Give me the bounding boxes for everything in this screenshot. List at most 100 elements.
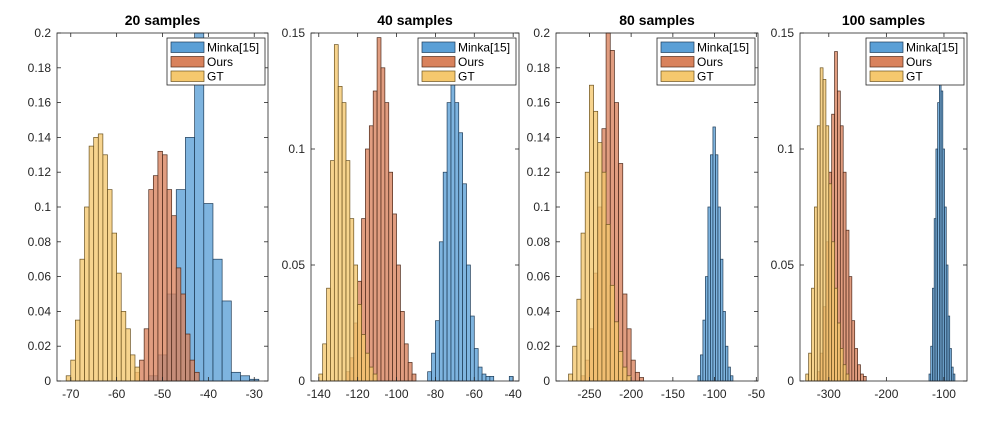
histogram-bar (411, 373, 417, 382)
histogram-bar (388, 171, 394, 382)
histogram-bar (454, 102, 460, 382)
legend-label: Ours (906, 55, 932, 69)
histogram-bar (435, 320, 440, 382)
axes-box (310, 32, 520, 382)
histogram-bar (221, 300, 232, 382)
histogram-bar (842, 171, 847, 382)
histogram-bar (130, 354, 136, 382)
histogram-bar (407, 362, 413, 382)
x-tick-label: -300 (817, 387, 841, 401)
histogram-bar (470, 315, 475, 382)
histogram-bar (702, 319, 706, 382)
histogram-bar (93, 137, 99, 382)
x-tick-label: -50 (154, 387, 172, 401)
histogram-bar (700, 354, 704, 382)
x-tick-label: -50 (748, 387, 766, 401)
histogram-bar (189, 359, 195, 382)
x-tick-label: -80 (427, 387, 445, 401)
legend-label: GT (458, 70, 475, 84)
histogram-bar (400, 311, 405, 382)
histogram-bar (148, 189, 154, 382)
y-tick-label: 0.08 (527, 235, 551, 249)
x-tick-label: -100 (385, 387, 409, 401)
histogram-bar (626, 375, 632, 382)
legend-swatch (170, 70, 205, 82)
y-tick-label: 0.16 (527, 96, 551, 110)
histogram-bar (230, 371, 241, 382)
histogram-bar (97, 133, 104, 382)
histogram-bar (618, 351, 624, 382)
histogram-bar (368, 125, 374, 382)
histogram-bar (212, 258, 223, 382)
histogram-bar (845, 229, 850, 382)
histogram-bar (365, 148, 370, 382)
histogram-bar (139, 359, 145, 382)
x-tick-label: -120 (346, 387, 370, 401)
histogram-bar (508, 376, 514, 382)
legend-label: GT (906, 70, 923, 84)
chart-title: 40 samples (377, 12, 453, 28)
histogram-bar (715, 154, 719, 382)
y-tick-label: 0 (787, 374, 794, 388)
x-tick-label: -60 (466, 387, 484, 401)
histogram-bar (84, 206, 90, 382)
histogram-bar (572, 345, 578, 382)
histogram-bar (462, 183, 467, 382)
y-tick-label: 0.18 (28, 61, 52, 75)
y-tick-label: 0.1 (288, 142, 305, 156)
histogram-bar (240, 375, 250, 382)
histogram-bar (831, 241, 835, 382)
histogram-bar (834, 287, 838, 382)
y-tick-label: 0.08 (28, 235, 52, 249)
y-tick-label: 0.12 (28, 165, 52, 179)
histogram-bar (450, 67, 456, 382)
histogram-bar (477, 366, 483, 382)
histogram-bar (857, 364, 861, 382)
histogram-bar (848, 276, 853, 382)
legend-swatch (421, 70, 456, 82)
histogram-bar (730, 375, 734, 382)
histogram-bar (120, 311, 127, 382)
histogram-bar (854, 348, 858, 382)
histogram-bar (322, 343, 327, 382)
y-tick-label: 0 (543, 374, 550, 388)
histogram-bar (384, 102, 390, 382)
y-tick-label: 0.05 (771, 258, 795, 272)
y-tick-label: 0.14 (527, 130, 551, 144)
y-tick-label: 0.1 (533, 200, 550, 214)
histogram-bar (825, 125, 830, 382)
histogram-bar (837, 322, 841, 382)
histogram-bar (194, 371, 200, 382)
histogram-bar (710, 154, 714, 382)
histogram-bar (473, 348, 479, 382)
histogram-bar (372, 90, 378, 382)
chart-title: 100 samples (842, 12, 925, 28)
histogram-bar (811, 287, 815, 382)
histogram-bar (614, 321, 619, 382)
legend-label: Ours (697, 55, 723, 69)
histogram-bar (839, 348, 844, 382)
legend-swatch (660, 56, 695, 68)
y-tick-label: 0.1 (34, 200, 51, 214)
histogram-bar (717, 206, 721, 382)
chart-title: 20 samples (125, 12, 201, 28)
x-tick-label: -100 (932, 387, 956, 401)
series-gt (568, 84, 632, 382)
histogram-bar (116, 272, 122, 382)
histogram-bar (707, 206, 711, 382)
y-tick-label: 0.04 (527, 304, 551, 318)
histogram-bar (712, 126, 716, 382)
histogram-bar (162, 154, 168, 382)
series-gt (65, 133, 140, 382)
histogram-bar (593, 110, 599, 382)
histogram-bar (720, 258, 724, 382)
histogram-bar (805, 373, 809, 382)
histogram-panel-4: 0 0.05 0.1 0.15 -300 -200 -100 100 samples Minka… (771, 12, 968, 401)
legend-label: GT (207, 70, 224, 84)
x-tick-label: -250 (577, 387, 601, 401)
histogram-bar (952, 373, 956, 382)
histogram-bar (442, 171, 448, 382)
histogram-bar (605, 224, 611, 382)
